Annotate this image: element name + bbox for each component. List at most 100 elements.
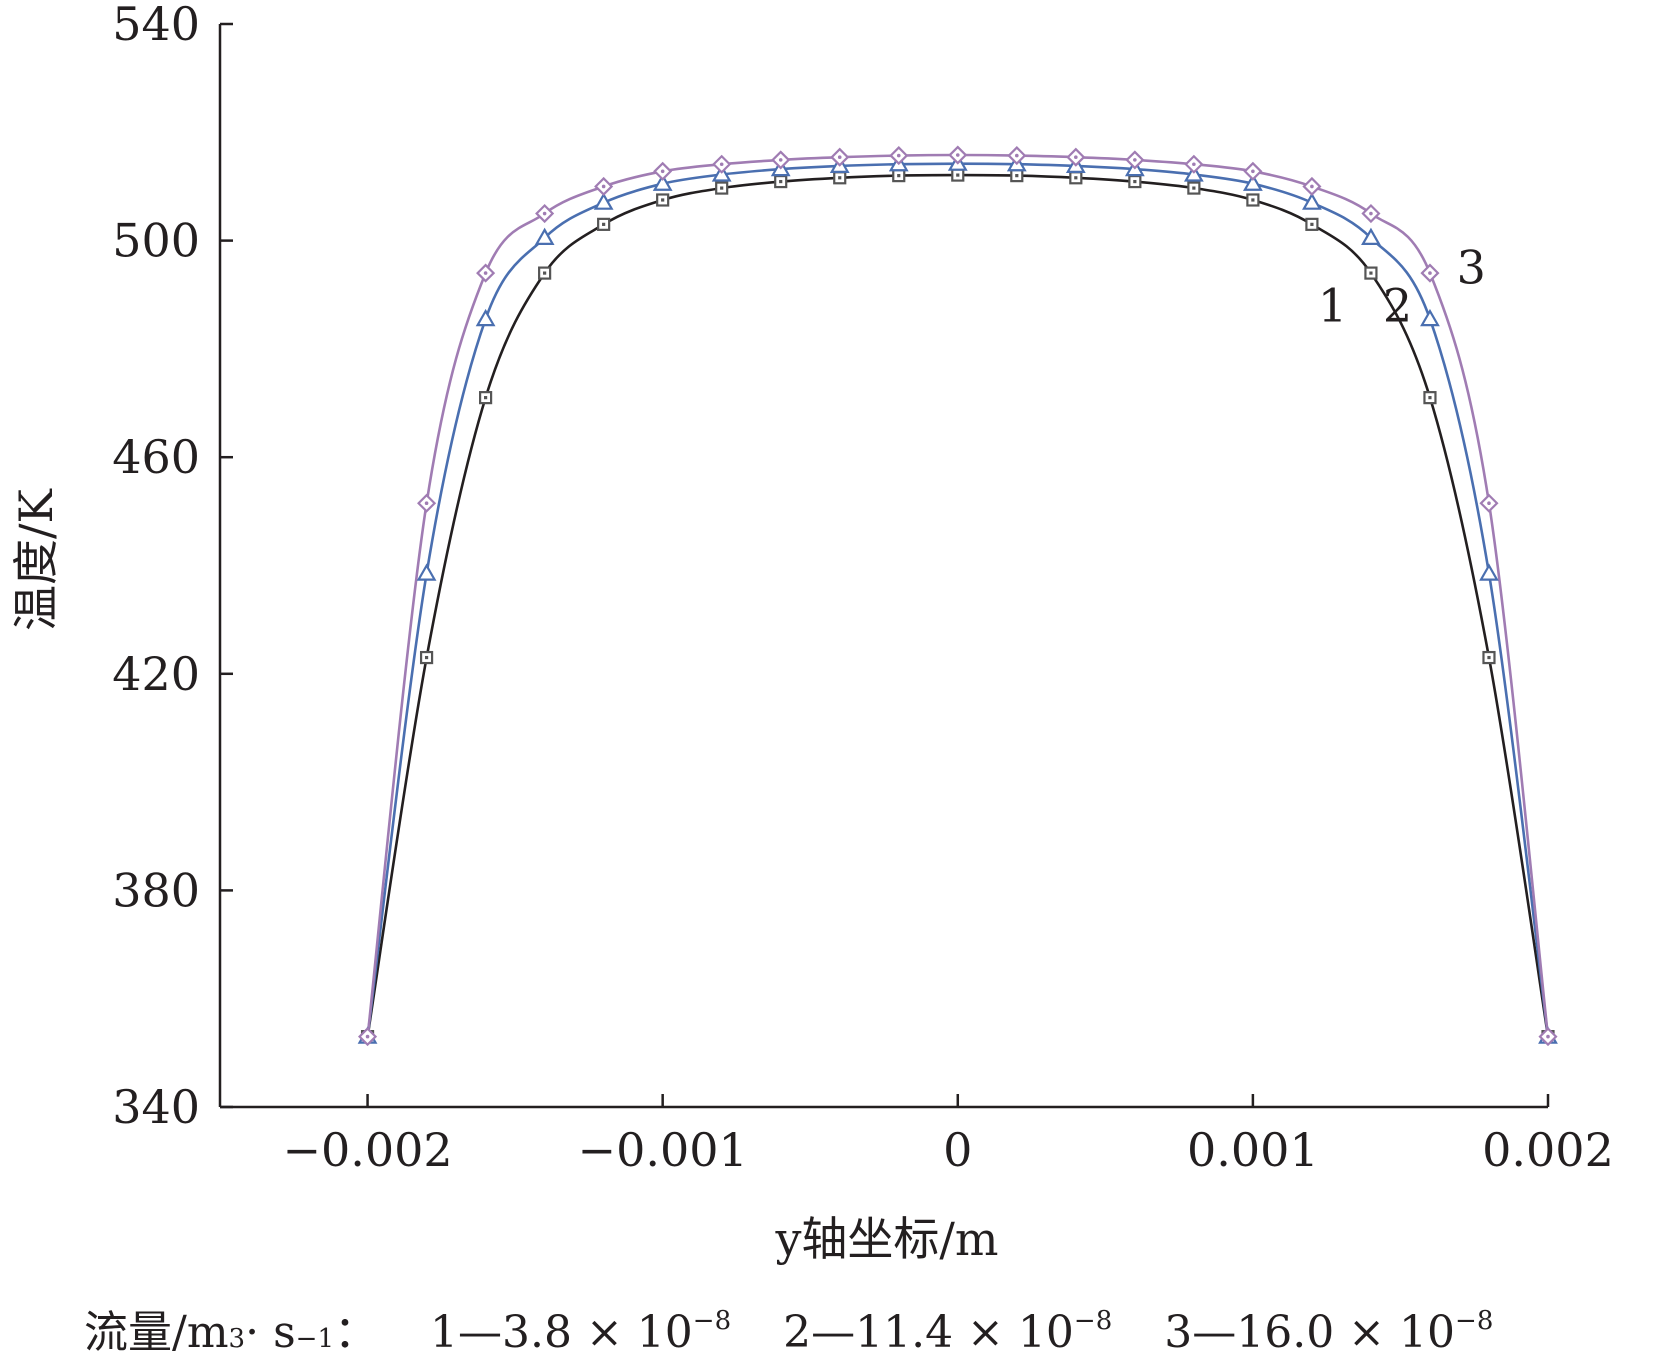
flow-rate-legend: 流量/m 3 · s −1： 1—3.8 × 10−8 2—11.4 × 10−8 … <box>84 1296 1674 1360</box>
series-1-point <box>1010 169 1024 183</box>
curve-label-1: 1 <box>1318 279 1347 333</box>
series-2-point <box>416 563 437 581</box>
diamond-marker-dot <box>1074 155 1078 160</box>
legend-item-1: 1—3.8 × 10−8 <box>429 1306 732 1358</box>
diamond-marker-dot <box>424 501 429 506</box>
diamond-marker-dot <box>1546 1034 1550 1039</box>
diamond-marker-dot <box>542 211 547 216</box>
series-line-2 <box>366 162 1550 1037</box>
y-tick-label: 460 <box>112 430 200 484</box>
diamond-marker-dot <box>1428 271 1432 275</box>
curve-label-2: 2 <box>1383 279 1412 333</box>
diamond-marker-dot <box>955 153 960 157</box>
series-line-3 <box>366 153 1550 1037</box>
diamond-marker-dot <box>719 162 724 167</box>
square-marker-dot <box>838 176 842 180</box>
diamond-marker-dot <box>896 153 901 158</box>
series-1-point <box>419 650 434 665</box>
square-marker-dot <box>602 222 606 226</box>
x-tick-label: −0.001 <box>578 1123 748 1177</box>
x-tick-label: −0.002 <box>282 1123 452 1177</box>
series-2-point <box>1302 192 1322 210</box>
series-2-point <box>534 227 555 245</box>
square-marker-dot <box>956 173 960 177</box>
triangle-marker <box>652 173 673 191</box>
square-marker-dot <box>1133 179 1137 184</box>
y-tick-label: 420 <box>112 647 200 701</box>
triangle-marker <box>1479 563 1499 581</box>
diamond-marker-dot <box>1133 158 1137 162</box>
square-marker-dot <box>1487 655 1491 660</box>
y-tick-label: 340 <box>112 1080 200 1134</box>
series-1-point <box>1305 217 1319 231</box>
series-3-point <box>1007 146 1027 166</box>
series-1-point <box>1364 266 1378 280</box>
series-3-point <box>1184 154 1204 174</box>
square-marker-dot <box>1369 271 1373 275</box>
legend-item-2: 2—11.4 × 10−8 <box>783 1306 1113 1358</box>
series-1-point <box>1187 181 1201 195</box>
y-tick-label: 540 <box>112 0 200 51</box>
diamond-marker-dot <box>1251 169 1255 174</box>
series-3-point <box>889 146 909 166</box>
caption-prefix: 流量/m <box>84 1307 229 1358</box>
diamond-marker-dot <box>483 271 488 275</box>
series-3-point <box>1125 150 1145 170</box>
square-marker-dot <box>1310 222 1314 226</box>
series-2-point <box>1479 563 1499 581</box>
series-3-point <box>594 176 614 197</box>
series-line-1 <box>366 173 1550 1037</box>
series-1-point <box>538 266 552 280</box>
square-marker-dot <box>1251 198 1255 202</box>
series-layer <box>366 153 1550 1037</box>
series-1-point <box>1423 391 1437 405</box>
diamond-marker-dot <box>1015 153 1019 158</box>
curve-labels: 1 23 <box>1318 241 1486 333</box>
series-1-point <box>1128 174 1142 189</box>
series-3-point <box>1243 161 1263 181</box>
series-3-point <box>476 263 496 283</box>
x-tick-label: 0 <box>943 1123 972 1177</box>
square-marker-dot <box>1074 176 1078 180</box>
x-tick-label: 0.002 <box>1482 1123 1614 1177</box>
series-2-point <box>475 308 496 327</box>
x-axis-title: y轴坐标/m <box>774 1212 998 1266</box>
series-2-point <box>652 173 673 191</box>
square-marker-dot <box>1428 396 1432 400</box>
series-3-point <box>1302 176 1322 197</box>
series-1-point <box>479 391 493 405</box>
diamond-marker-dot <box>1192 162 1196 167</box>
series-3-point <box>830 147 850 167</box>
series-3-point <box>653 161 673 181</box>
diamond-marker-dot <box>1310 184 1314 189</box>
triangle-marker <box>534 227 555 245</box>
diamond-marker-dot <box>778 158 783 162</box>
series-1-point <box>774 174 788 189</box>
square-marker-dot <box>484 396 488 400</box>
series-3-point <box>948 145 968 165</box>
axes <box>218 24 1548 1109</box>
series-3-point <box>535 203 555 224</box>
triangle-marker <box>475 308 496 327</box>
series-3-point <box>417 493 437 513</box>
curve-label-3: 3 <box>1457 241 1486 295</box>
diamond-marker-dot <box>660 169 665 174</box>
series-3-point <box>1538 1027 1558 1047</box>
series-1-point <box>951 168 965 182</box>
series-1-point <box>1246 193 1260 207</box>
triangle-marker <box>1361 227 1381 245</box>
series-1-point <box>597 217 611 231</box>
triangle-marker <box>593 192 614 210</box>
triangle-marker <box>1242 173 1263 191</box>
series-1-point <box>656 193 670 207</box>
square-marker-dot <box>779 179 783 184</box>
series-3-point <box>771 150 791 170</box>
series-2-point <box>1242 173 1263 191</box>
triangle-marker <box>1420 308 1440 327</box>
series-2-point <box>1361 227 1381 245</box>
tick-labels: 340 380 420 460 500 540 −0.002 −0.001 0 0.001 0.00… <box>112 0 1614 1177</box>
series-1-point <box>1482 650 1496 665</box>
series-3-point <box>1066 147 1086 167</box>
legend-item-3: 3—16.0 × 10−8 <box>1164 1306 1494 1358</box>
y-tick-label: 380 <box>112 863 200 917</box>
